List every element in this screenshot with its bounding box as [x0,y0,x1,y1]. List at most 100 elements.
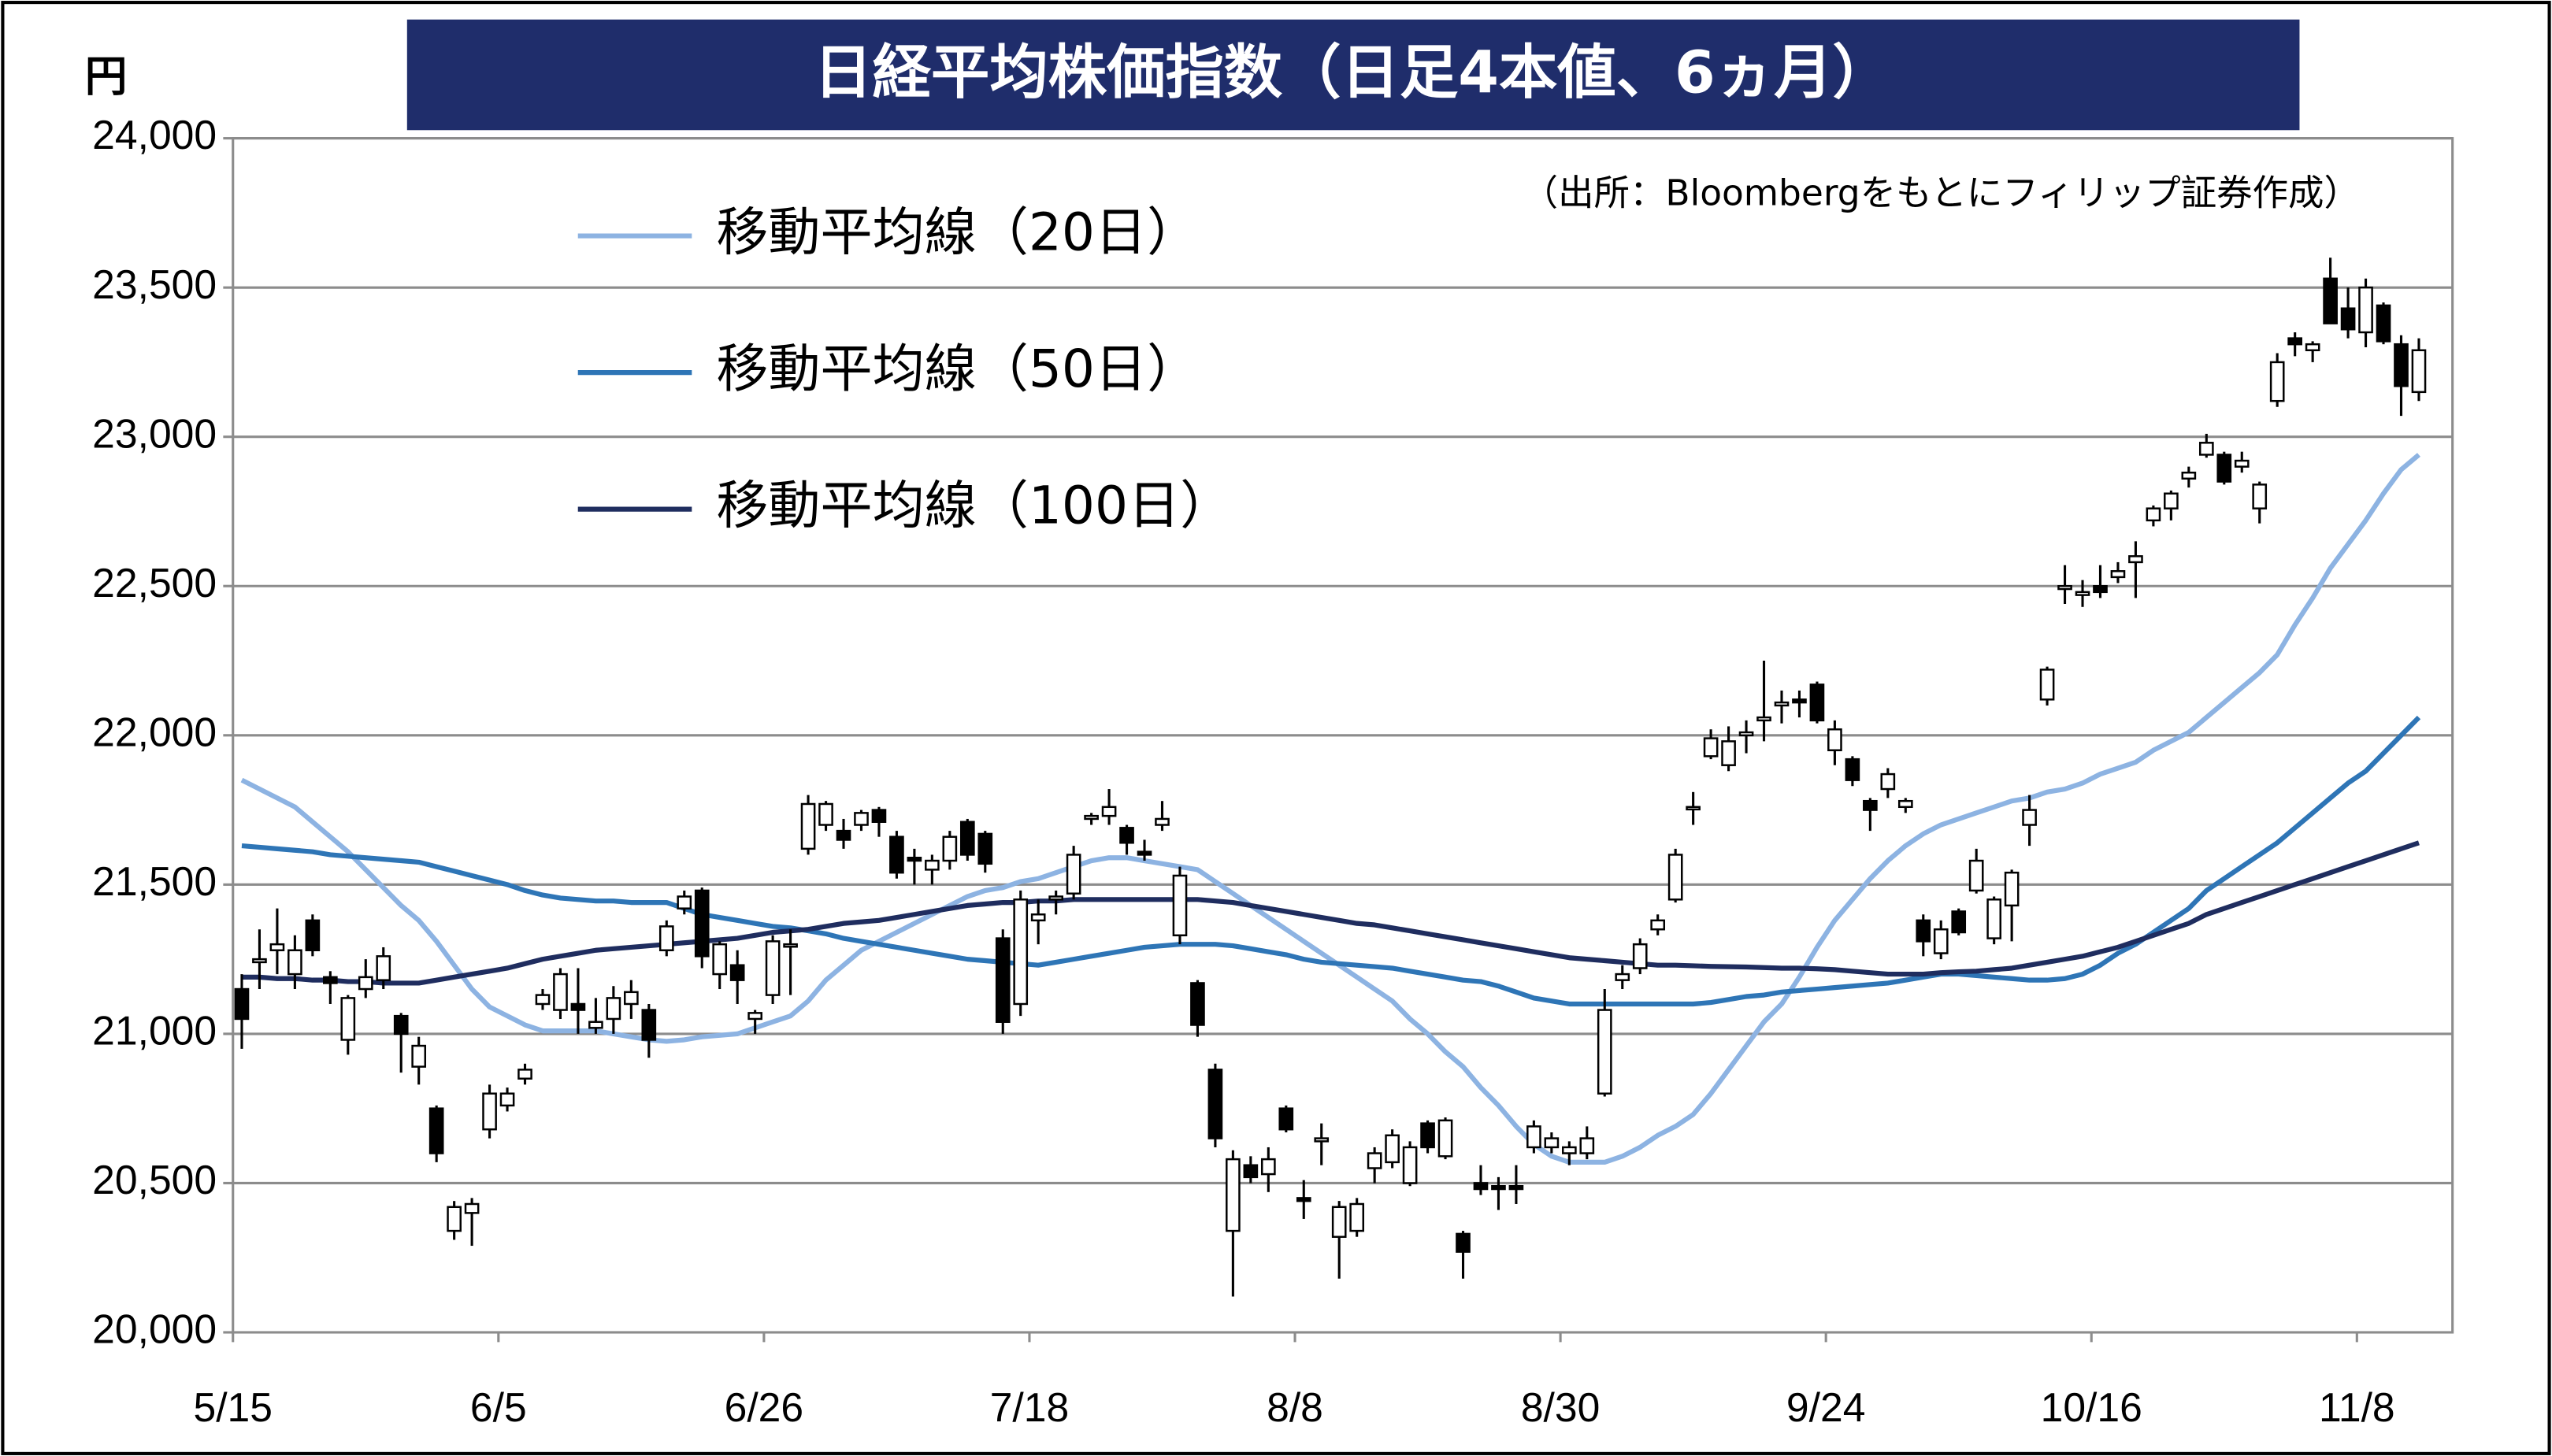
y-unit: 円 [85,52,128,102]
candle-body [2340,307,2356,331]
candle-body [1066,854,1081,895]
candle-body [411,1044,427,1068]
y-tick-label: 22,000 [92,709,217,754]
x-tick-label: 10/16 [2041,1384,2142,1430]
candle-body [1013,898,1029,1006]
candle-body [2146,507,2161,522]
candle-body [1084,814,1099,821]
candle-body [1119,827,1134,844]
candle-body [464,1202,480,1214]
candle-body [1437,1119,1453,1158]
candle-body [2287,337,2302,346]
candle-body [570,1002,586,1011]
candle-body [2110,570,2126,579]
legend: 移動平均線（20日） 移動平均線（50日） 移動平均線（100日） [577,202,1232,536]
candle-body [1544,1137,1560,1149]
candle-body [606,997,621,1021]
candle-body [1385,1134,1400,1164]
candle-body [1738,731,1754,737]
moving-average-line [241,715,2421,1007]
candle-body [1863,799,1878,811]
candle-body [765,940,781,996]
y-tick-label: 20,500 [92,1157,217,1202]
candle-body [2057,585,2072,591]
candle-body [553,973,568,1011]
candle-body [1260,1158,1276,1176]
candle-body [871,809,887,823]
x-tick-label: 8/30 [1521,1384,1600,1430]
candle-body [818,802,833,826]
candle-body [1226,1158,1241,1232]
y-tick-label: 22,500 [92,560,217,606]
candle-body [2323,277,2338,324]
candle-body [925,859,940,871]
candle-body [535,994,551,1006]
source-note: （出所：Bloombergをもとにフィリップ証券作成） [1523,172,2360,213]
candle-body [1880,772,1896,791]
candle-body [2269,361,2285,402]
candle-body [1562,1146,1577,1154]
title-banner [406,19,2300,131]
candle-body [889,835,904,874]
candle-body [1367,1152,1382,1169]
candle-body [1615,973,1630,981]
candle-body [2216,454,2232,483]
candle-body [252,958,267,964]
candle-body [2234,459,2250,468]
candle-body [1314,1137,1330,1143]
candle-body [2411,349,2427,394]
x-tick-label: 7/18 [990,1384,1069,1430]
candle-body [783,943,798,948]
candle-body [1508,1184,1524,1191]
candle-body [1030,913,1046,922]
candle-body [800,802,816,850]
candle-body [977,832,993,865]
candle-body [234,987,250,1021]
candle-body [2128,555,2143,564]
candle-body [854,812,869,826]
candle-body [2039,669,2055,701]
axes: 20,000 20,500 21,000 21,500 22,000 22,500 23,0… [92,112,2454,1430]
candle-body [358,976,373,991]
candle-body [1172,874,1188,937]
candle-body [694,889,710,958]
candle-body [517,1069,532,1080]
candle-body [2358,286,2373,334]
candle-body [287,949,302,976]
moving-average-line [241,840,2420,986]
candle-body [1349,1202,1365,1232]
candle-body [1491,1184,1506,1191]
candle-body [2093,585,2108,594]
candle-body [2075,591,2090,596]
candle-body [1650,919,1666,931]
candle-body [1933,928,1949,954]
candle-body [323,976,338,984]
candle-body [1331,1206,1347,1238]
candle-body [1774,701,1790,707]
chart-title: 日経平均株価指数（日足4本値、6ヵ月） [814,39,1891,107]
y-tick-label: 20,000 [92,1306,217,1352]
candle-body [2181,471,2197,480]
candle-body [1667,854,1683,901]
candle-body [1473,1182,1489,1191]
candle-body [2022,809,2037,826]
candle-body [1243,1164,1259,1179]
candle-body [2305,343,2320,352]
candle-body [959,821,975,856]
x-tick-label: 6/5 [470,1384,527,1430]
candle-body [1809,684,1825,722]
x-tick-label: 9/24 [1786,1384,1865,1430]
candle-body [624,991,639,1006]
candle-body [428,1107,444,1154]
candle-body [712,943,728,976]
candle-body [1278,1107,1294,1131]
candle-body [1703,737,1719,758]
candle-body [340,997,356,1041]
candle-body [1207,1069,1223,1139]
candle-body [305,919,321,951]
candle-body [995,937,1011,1023]
candle-body [1951,910,1967,934]
x-tick-label: 6/26 [725,1384,803,1430]
candle-body [1048,895,1063,901]
